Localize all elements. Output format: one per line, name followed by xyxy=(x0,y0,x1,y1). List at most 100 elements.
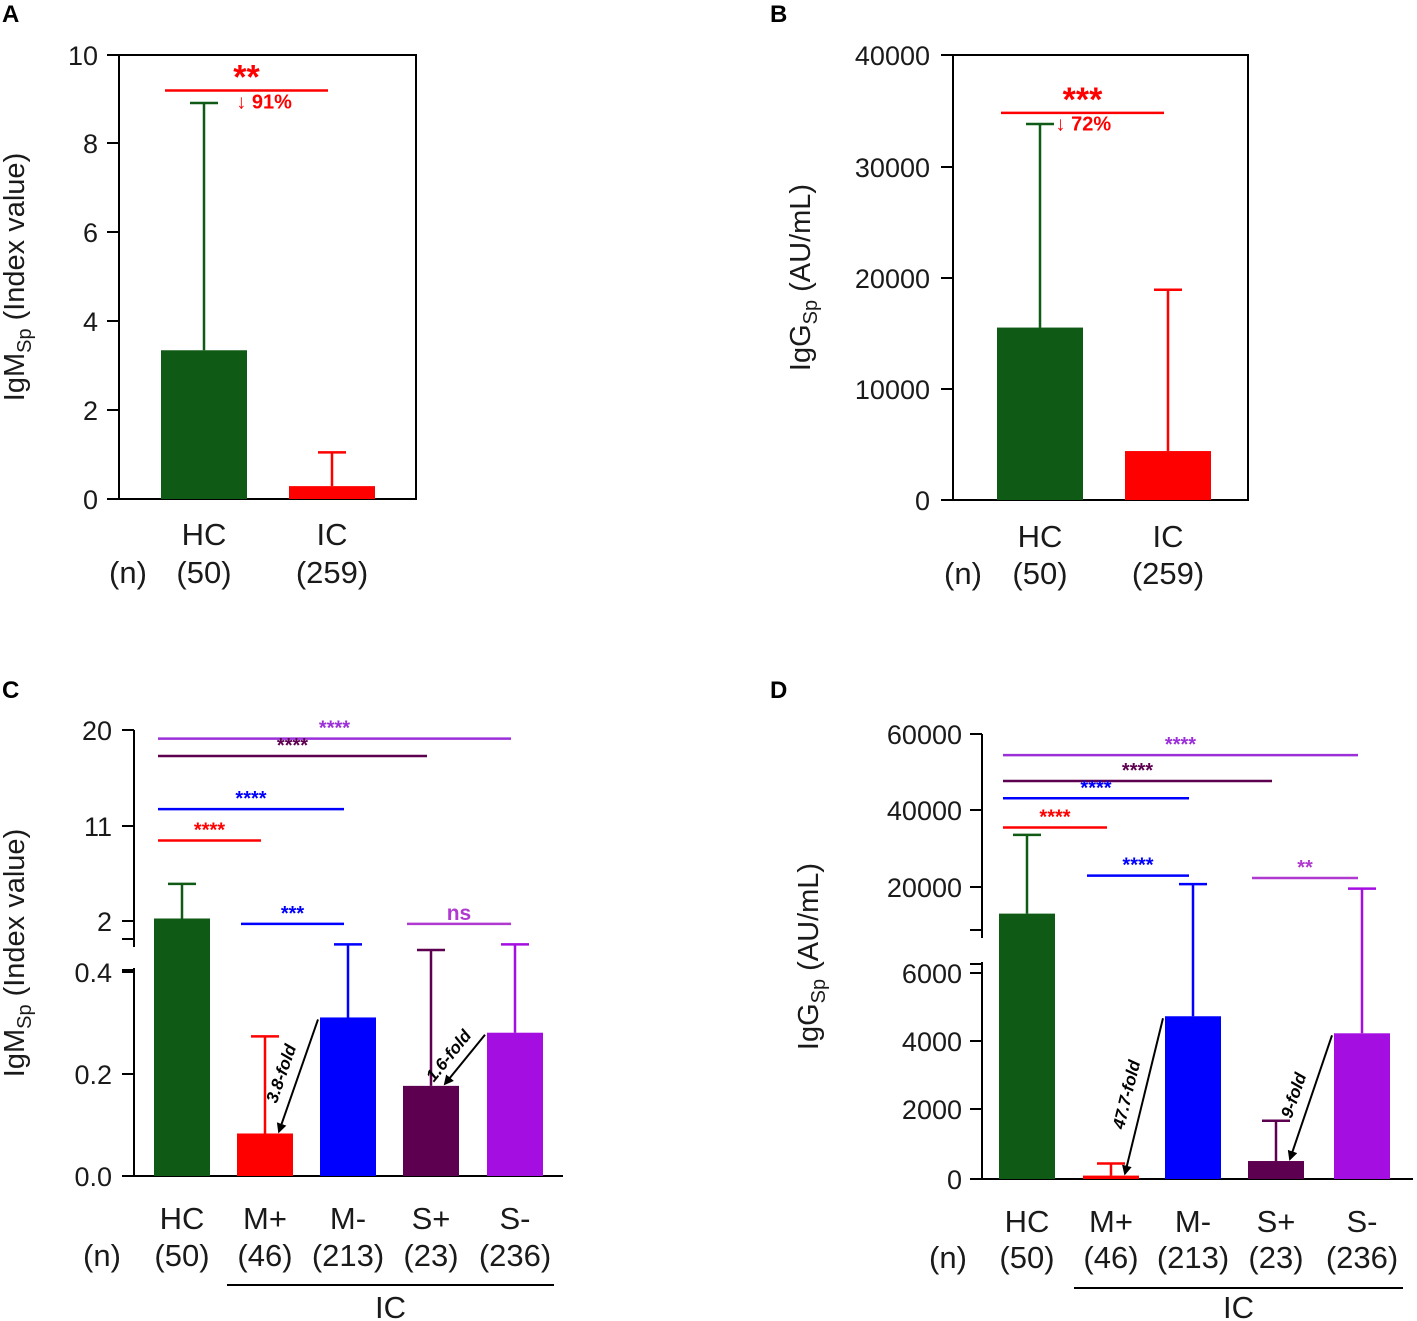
sig-label-c-3: **** xyxy=(194,820,225,842)
sig-label-c-1: **** xyxy=(277,735,308,757)
count-label-c: (236) xyxy=(479,1238,551,1273)
y-tick-label-d: 60000 xyxy=(887,720,962,750)
bar-d-2 xyxy=(1165,1016,1221,1179)
category-label-b: IC xyxy=(1153,519,1184,554)
n-label-a: (n) xyxy=(109,555,147,590)
sig-label-c-2: **** xyxy=(235,788,266,810)
y-tick-label-d: 20000 xyxy=(887,873,962,903)
y-tick-label-c: 0.0 xyxy=(74,1162,112,1192)
panel-a: A 0 2 4 6 8 10 IgMSp (Index value) **↓ 91% HC(50)… xyxy=(0,1,417,590)
count-label-b: (50) xyxy=(1012,556,1067,591)
panel-letter-b: B xyxy=(770,1,787,28)
sig-label-d-3: **** xyxy=(1039,807,1070,829)
y-tick-label-b: 40000 xyxy=(855,41,930,71)
n-label-c: (n) xyxy=(83,1238,121,1273)
count-label-c: (46) xyxy=(237,1238,292,1273)
panel-b: B 0 10000 20000 30000 40000 IgGSp (AU/mL) ***↓ … xyxy=(770,1,1249,591)
category-label-d: M+ xyxy=(1089,1204,1133,1239)
y-axis-label-unit-a: (Index value) xyxy=(0,153,31,321)
fold-arrow-c-0 xyxy=(276,1019,319,1134)
fold-label-c-0: 3.8-fold xyxy=(262,1041,300,1105)
bar-c-0 xyxy=(154,918,210,1176)
category-label-d: S+ xyxy=(1257,1204,1296,1239)
fold-arrow-d-0 xyxy=(1122,1018,1164,1176)
bar-c-2 xyxy=(320,1017,376,1176)
y-tick-label-a: 8 xyxy=(83,129,98,159)
y-axis-label-d: IgGSp (AU/mL) xyxy=(793,863,830,1050)
count-label-a: (259) xyxy=(296,555,368,590)
category-label-c: HC xyxy=(160,1201,205,1236)
count-label-d: (23) xyxy=(1248,1240,1303,1275)
sig-label-d-5: ** xyxy=(1297,857,1313,879)
category-label-a: HC xyxy=(182,517,227,552)
y-tick-label-b: 10000 xyxy=(855,375,930,405)
y-tick-label-c: 11 xyxy=(84,812,112,842)
count-label-c: (23) xyxy=(403,1238,458,1273)
bar-c-1 xyxy=(237,1133,293,1176)
y-axis-label-unit-b: (AU/mL) xyxy=(785,184,817,292)
panel-letter-a: A xyxy=(2,1,19,28)
y-tick-label-b: 0 xyxy=(915,486,930,516)
y-axis-label-main-c: IgM xyxy=(0,1029,31,1077)
bar-c-4 xyxy=(487,1032,543,1176)
y-axis-label-sub-c: Sp xyxy=(14,1004,36,1028)
bar-d-0 xyxy=(999,913,1055,1179)
bar-d-4 xyxy=(1334,1033,1390,1179)
y-tick-label-c: 20 xyxy=(82,716,112,746)
sig-label-c-4: *** xyxy=(281,903,305,925)
y-axis-label-main-b: IgG xyxy=(785,324,817,371)
y-tick-label-d: 0 xyxy=(947,1165,962,1195)
y-tick-label-b: 30000 xyxy=(855,153,930,183)
y-axis-label-main-a: IgM xyxy=(0,353,31,401)
sig-label-d-1: **** xyxy=(1122,760,1153,782)
y-tick-label-a: 4 xyxy=(83,307,98,337)
panel-d: D 0 2000 4000 6000 20000 40000 60000 IgGSp (AU/m… xyxy=(770,677,1413,1321)
y-axis-label-sub-d: Sp xyxy=(808,979,830,1003)
fold-arrow-c-1 xyxy=(443,1034,486,1086)
y-tick-label-c: 0.4 xyxy=(74,958,112,988)
percent-label-b: ↓ 72% xyxy=(1056,114,1112,136)
count-label-d: (46) xyxy=(1083,1240,1138,1275)
count-label-c: (213) xyxy=(312,1238,384,1273)
bar-b-0 xyxy=(997,327,1083,500)
y-axis-label-unit-c: (Index value) xyxy=(0,829,31,997)
y-tick-label-b: 20000 xyxy=(855,264,930,294)
bar-c-3 xyxy=(403,1085,459,1176)
count-label-a: (50) xyxy=(176,555,231,590)
y-tick-label-d: 2000 xyxy=(902,1095,962,1125)
category-label-d: M- xyxy=(1175,1204,1211,1239)
panel-letter-d: D xyxy=(770,677,787,704)
count-label-c: (50) xyxy=(154,1238,209,1273)
category-label-d: HC xyxy=(1005,1204,1050,1239)
y-tick-label-a: 6 xyxy=(83,218,98,248)
sig-label-d-4: **** xyxy=(1122,855,1153,877)
bar-a-0 xyxy=(161,350,247,499)
y-axis-label-sub-b: Sp xyxy=(800,300,822,324)
category-label-c: M- xyxy=(330,1201,366,1236)
count-label-d: (236) xyxy=(1326,1240,1398,1275)
y-tick-label-d: 4000 xyxy=(902,1027,962,1057)
category-label-a: IC xyxy=(317,517,348,552)
count-label-d: (50) xyxy=(999,1240,1054,1275)
bar-a-1 xyxy=(289,486,375,499)
y-tick-label-a: 10 xyxy=(68,41,98,71)
count-label-b: (259) xyxy=(1132,556,1204,591)
bar-b-1 xyxy=(1125,451,1211,500)
sig-label-d-0: **** xyxy=(1165,734,1196,756)
n-label-d: (n) xyxy=(929,1240,967,1275)
sig-label-a-0: ** xyxy=(233,59,260,97)
y-tick-label-a: 2 xyxy=(83,396,98,426)
sig-label-d-2: **** xyxy=(1080,777,1111,799)
fold-label-d-0: 47.7-fold xyxy=(1109,1058,1144,1132)
y-axis-label-c: IgMSp (Index value) xyxy=(0,829,36,1077)
y-axis-label-unit-d: (AU/mL) xyxy=(793,863,825,971)
panel-letter-c: C xyxy=(2,677,19,704)
fold-arrow-d-1 xyxy=(1287,1034,1333,1161)
y-tick-label-c: 2 xyxy=(97,907,112,937)
n-label-b: (n) xyxy=(944,556,982,591)
category-label-c: S+ xyxy=(412,1201,451,1236)
sig-label-c-5: ns xyxy=(447,902,472,925)
y-axis-label-main-d: IgG xyxy=(793,1003,825,1050)
